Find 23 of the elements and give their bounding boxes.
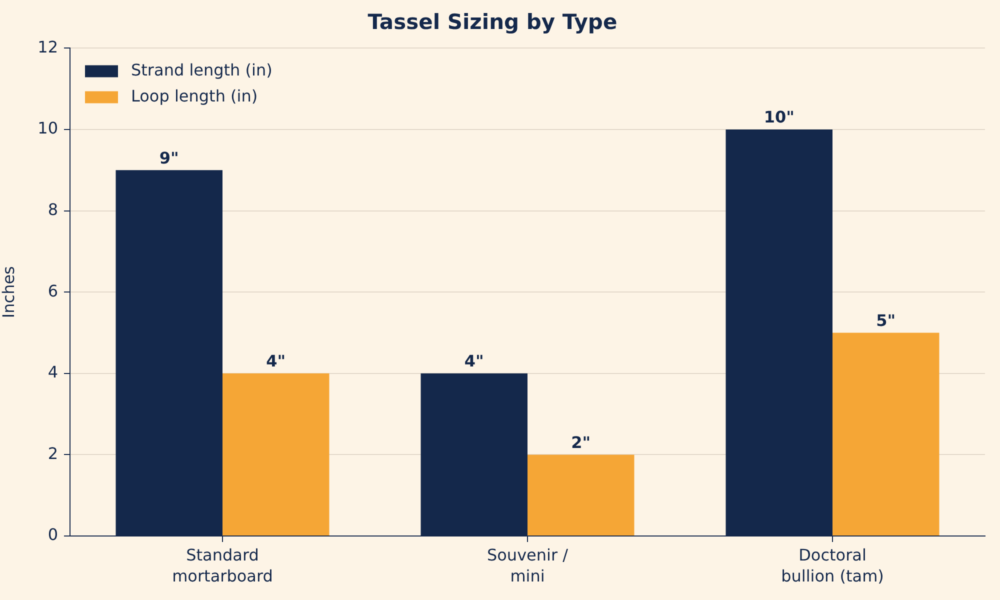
legend-label: Strand length (in) <box>131 60 272 80</box>
data-label: 4" <box>266 352 286 371</box>
bar <box>222 373 330 536</box>
data-label: 5" <box>876 310 896 330</box>
data-label: 2" <box>571 432 591 452</box>
data-label: 10" <box>764 108 794 127</box>
legend-label: Loop length (in) <box>131 86 258 106</box>
y-tick-label: 10 <box>38 118 58 138</box>
data-label: 9" <box>159 148 179 168</box>
x-tick-label: Doctoral bullion (tam) <box>781 546 884 586</box>
y-tick-label: 0 <box>48 525 58 544</box>
y-axis-title: Inches <box>0 266 18 318</box>
x-tick-label: Standard mortarboard <box>172 546 273 586</box>
y-tick-label: 8 <box>48 200 58 219</box>
bar <box>528 454 634 536</box>
y-tick-label: 2 <box>48 444 58 463</box>
x-tick-label: Souvenir / mini <box>486 546 569 586</box>
data-label: 4" <box>464 352 484 371</box>
y-tick-label: 12 <box>38 37 58 56</box>
y-tick-label: 4 <box>48 362 58 382</box>
chart-title: Tassel Sizing by Type <box>368 10 618 34</box>
bar <box>832 332 940 536</box>
y-tick-label: 6 <box>48 281 58 300</box>
